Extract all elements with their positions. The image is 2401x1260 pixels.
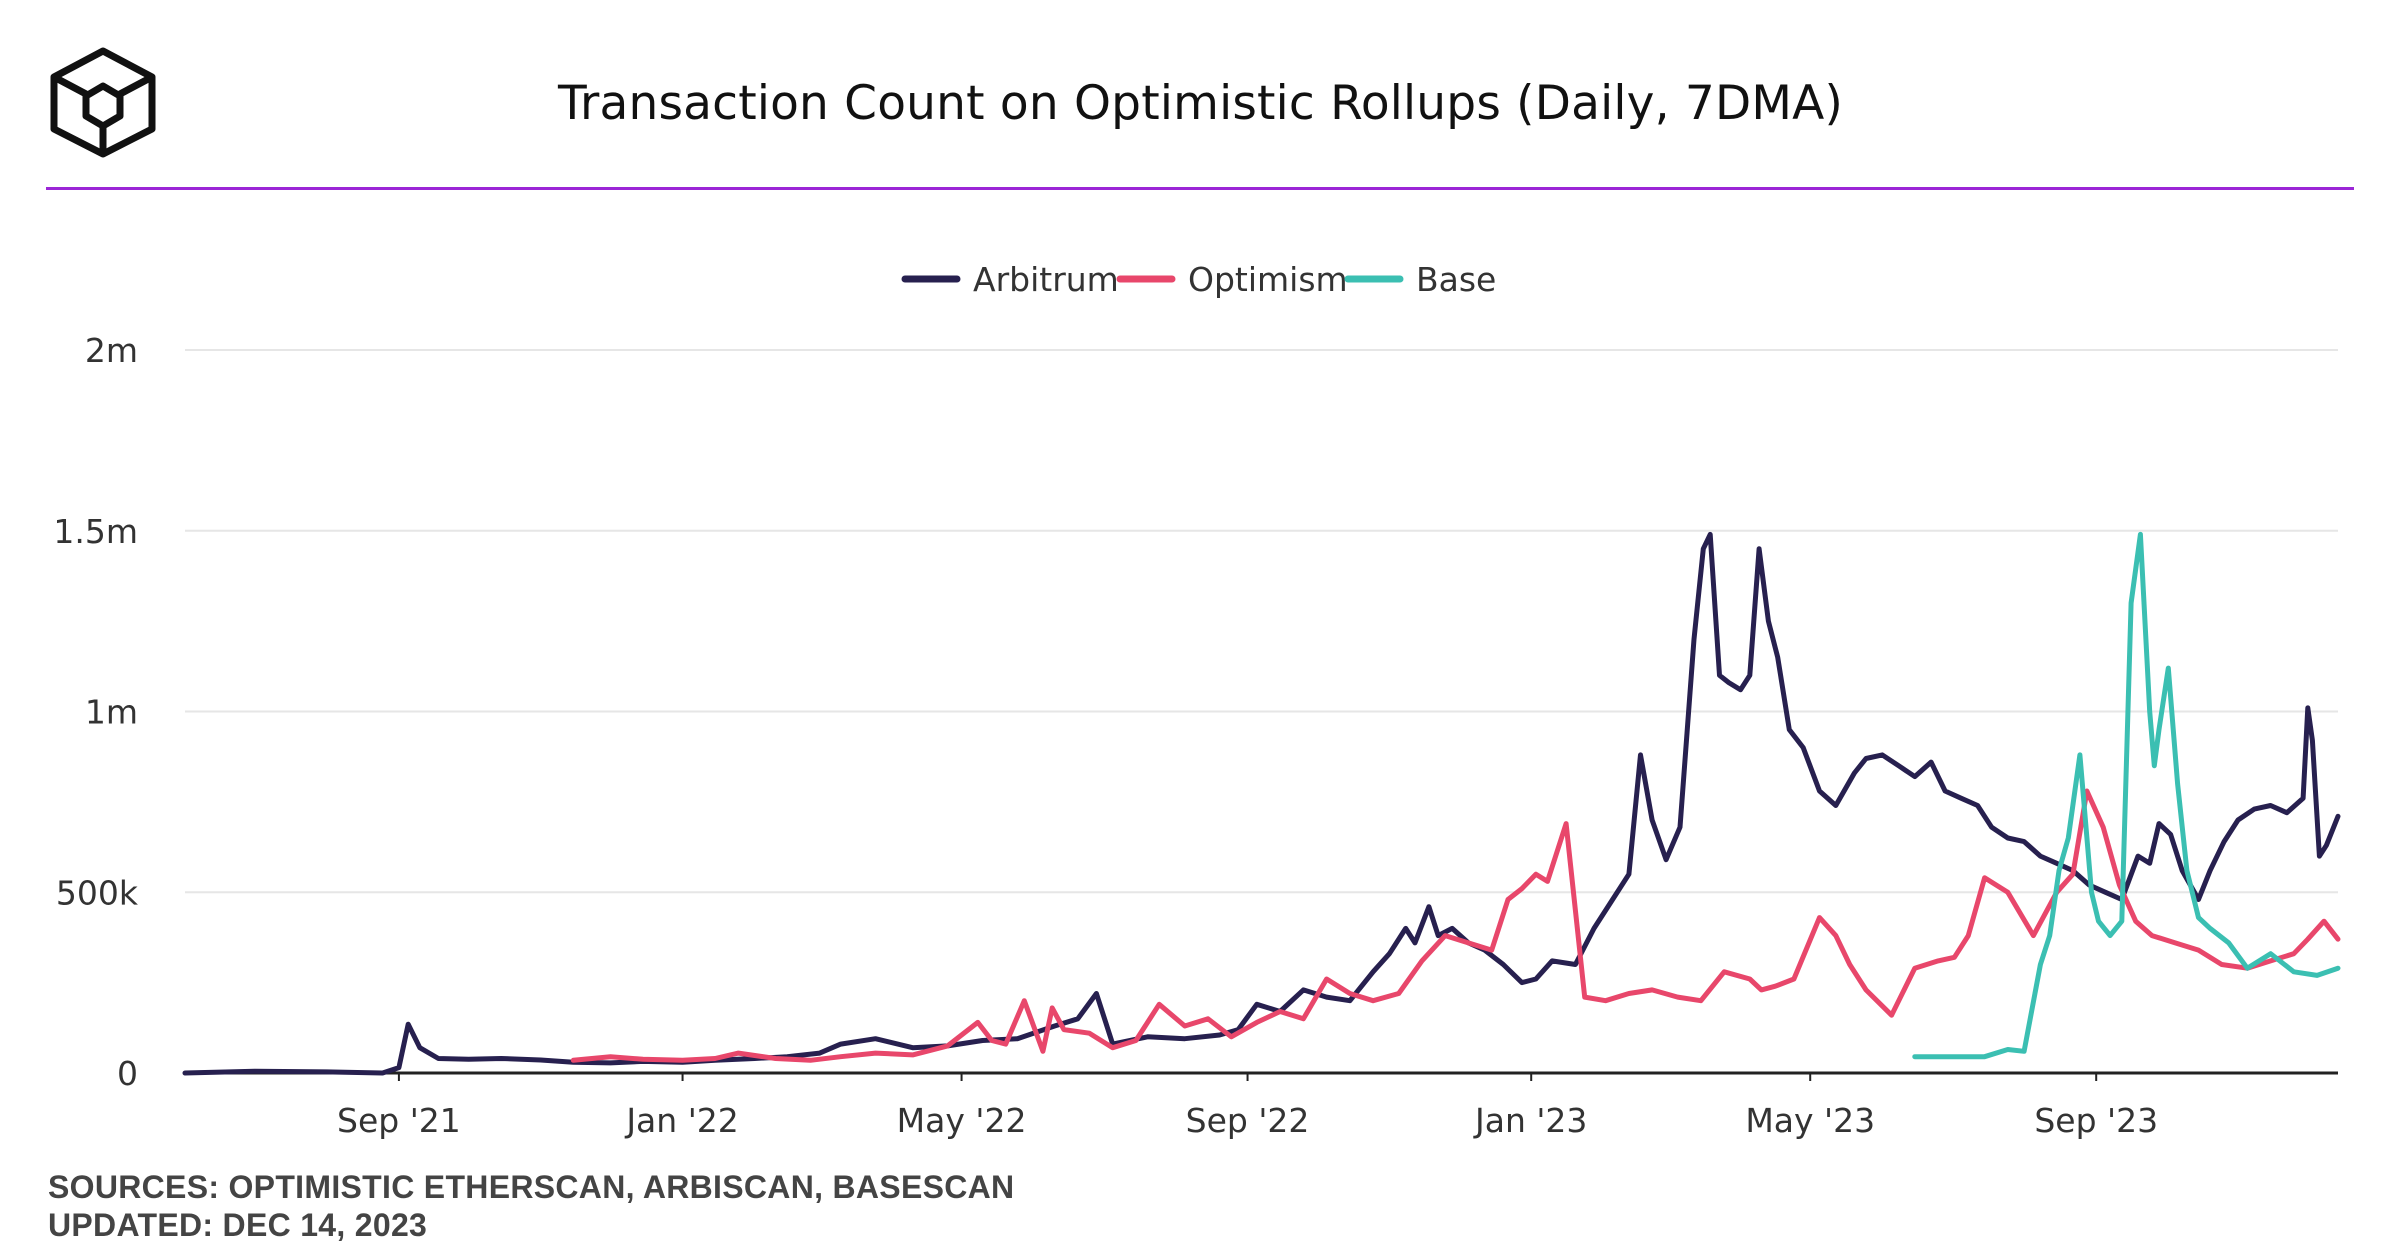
x-tick-label: Sep '23 <box>2034 1101 2158 1140</box>
series-lines <box>182 531 2341 1076</box>
y-tick-label: 1m <box>85 693 138 732</box>
x-tick-label: May '23 <box>1745 1101 1875 1140</box>
x-tick-label: Sep '22 <box>1186 1101 1310 1140</box>
y-tick-label: 1.5m <box>53 512 138 551</box>
legend-label-base: Base <box>1416 260 1496 299</box>
x-tick-label: Jan '22 <box>624 1101 738 1140</box>
legend: Arbitrum Optimism Base <box>901 260 1496 299</box>
title-divider <box>46 187 2354 190</box>
y-tick-label: 0 <box>117 1054 138 1093</box>
chart-header: Transaction Count on Optimistic Rollups … <box>0 0 2401 190</box>
series-line-arbitrum <box>182 531 2341 1076</box>
y-axis: 0 500k 1m 1.5m 2m <box>53 331 139 1093</box>
legend-label-optimism: Optimism <box>1188 260 1348 299</box>
sources-note: SOURCES: OPTIMISTIC ETHERSCAN, ARBISCAN,… <box>48 1169 1015 1205</box>
x-axis: Sep '21 Jan '22 May '22 Sep '22 Jan '23 May '… <box>337 1073 2158 1140</box>
legend-label-arbitrum: Arbitrum <box>973 260 1119 299</box>
y-tick-label: 2m <box>85 331 138 370</box>
updated-note: UPDATED: DEC 14, 2023 <box>48 1207 428 1243</box>
x-tick-label: May '22 <box>897 1101 1027 1140</box>
series-line-optimism <box>570 788 2341 1063</box>
gridlines <box>185 349 2338 1075</box>
chart-footer: SOURCES: OPTIMISTIC ETHERSCAN, ARBISCAN,… <box>48 1168 1014 1244</box>
series-line-base <box>1912 531 2341 1060</box>
chart-title: Transaction Count on Optimistic Rollups … <box>557 76 1844 131</box>
x-tick-label: Jan '23 <box>1473 1101 1587 1140</box>
block-cube-logo-icon <box>50 47 156 158</box>
y-tick-label: 500k <box>56 873 139 912</box>
x-tick-label: Sep '21 <box>337 1101 461 1140</box>
